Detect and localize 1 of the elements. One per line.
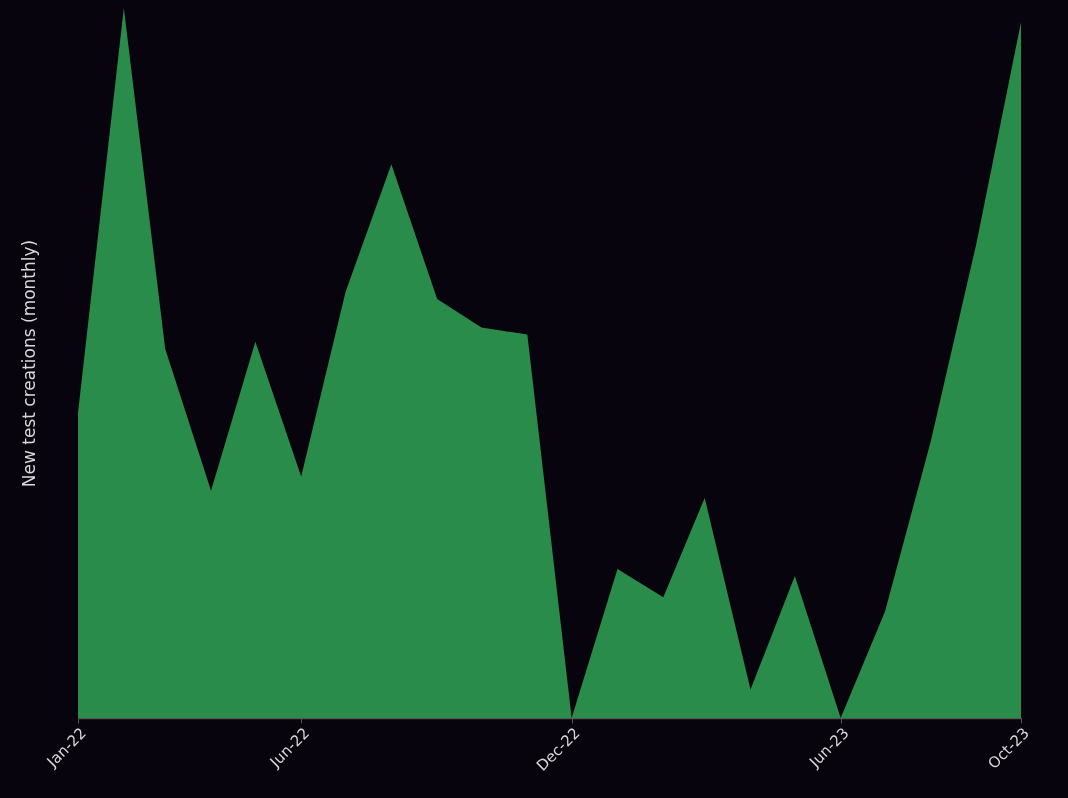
y-axis-title: New test creations (monthly) — [18, 239, 39, 488]
